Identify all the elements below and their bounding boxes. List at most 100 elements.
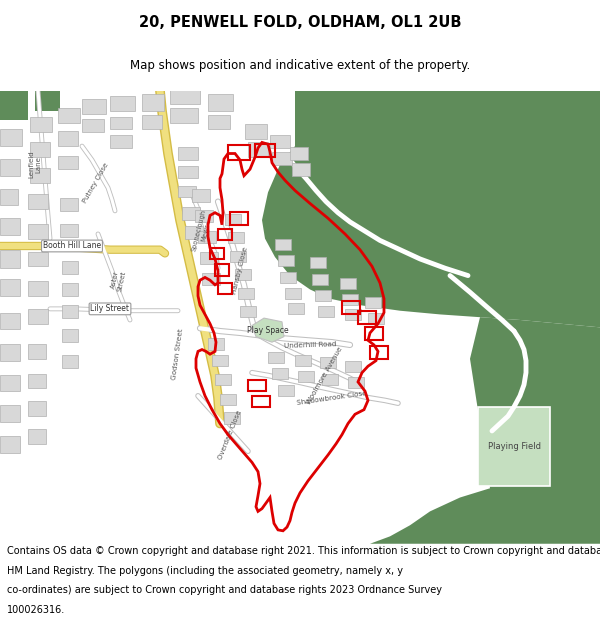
Bar: [28, 401, 46, 416]
Bar: [62, 283, 78, 296]
Bar: [272, 368, 288, 379]
Text: Aster
Street: Aster Street: [109, 269, 127, 292]
Bar: [240, 306, 256, 317]
Bar: [28, 194, 48, 209]
Bar: [370, 346, 388, 359]
Text: co-ordinates) are subject to Crown copyright and database rights 2023 Ordnance S: co-ordinates) are subject to Crown copyr…: [7, 585, 442, 595]
Bar: [218, 229, 232, 241]
Bar: [170, 108, 198, 123]
Bar: [0, 436, 20, 453]
Bar: [0, 405, 20, 422]
Bar: [60, 198, 78, 211]
Polygon shape: [370, 488, 600, 544]
Bar: [365, 328, 383, 340]
Bar: [170, 90, 200, 104]
Polygon shape: [470, 317, 600, 544]
Text: HM Land Registry. The polygons (including the associated geometry, namely x, y: HM Land Registry. The polygons (includin…: [7, 566, 403, 576]
Bar: [348, 378, 364, 388]
Bar: [315, 291, 331, 301]
Bar: [62, 261, 78, 274]
Text: Shadowbrook Close: Shadowbrook Close: [296, 390, 367, 406]
Bar: [110, 96, 135, 111]
Bar: [215, 374, 231, 385]
Bar: [30, 142, 50, 158]
Bar: [248, 380, 266, 391]
Bar: [0, 279, 20, 296]
Bar: [0, 129, 22, 146]
Bar: [110, 116, 132, 129]
Bar: [30, 118, 52, 132]
Bar: [278, 385, 294, 396]
Bar: [252, 396, 270, 407]
Bar: [192, 189, 210, 202]
Bar: [245, 124, 267, 139]
Bar: [0, 344, 20, 361]
Bar: [142, 114, 162, 129]
Bar: [0, 312, 20, 329]
Text: Playing Field: Playing Field: [487, 442, 541, 451]
Polygon shape: [330, 91, 600, 192]
Bar: [58, 131, 78, 146]
Bar: [0, 374, 20, 391]
Bar: [230, 212, 248, 225]
Bar: [365, 297, 381, 308]
Polygon shape: [252, 318, 284, 342]
Bar: [320, 357, 336, 368]
Bar: [0, 159, 20, 176]
Bar: [198, 231, 216, 243]
Bar: [318, 306, 334, 317]
Bar: [218, 283, 232, 294]
Bar: [238, 288, 254, 299]
Bar: [82, 119, 104, 132]
Text: 100026316.: 100026316.: [7, 605, 65, 615]
Bar: [275, 239, 291, 249]
Bar: [270, 135, 290, 148]
Bar: [0, 249, 20, 268]
Bar: [28, 281, 48, 296]
Bar: [0, 218, 20, 235]
Bar: [342, 294, 358, 305]
Polygon shape: [430, 91, 600, 141]
Bar: [255, 144, 275, 158]
Bar: [195, 210, 213, 222]
Bar: [345, 309, 361, 320]
Bar: [28, 309, 48, 324]
Bar: [358, 311, 376, 324]
Bar: [292, 162, 310, 176]
Text: Underhill Road: Underhill Road: [284, 341, 337, 349]
Bar: [0, 189, 18, 205]
Bar: [228, 145, 250, 160]
Bar: [202, 272, 220, 285]
Bar: [345, 361, 361, 372]
Polygon shape: [478, 407, 550, 486]
Text: Lily Street: Lily Street: [91, 304, 130, 313]
Bar: [228, 232, 244, 243]
Bar: [178, 166, 198, 179]
Text: 20, PENWELL FOLD, OLDHAM, OL1 2UB: 20, PENWELL FOLD, OLDHAM, OL1 2UB: [139, 15, 461, 30]
Bar: [220, 394, 236, 405]
Bar: [280, 272, 296, 283]
Bar: [28, 251, 48, 266]
Bar: [368, 312, 384, 324]
Polygon shape: [262, 91, 600, 328]
Text: Play Space: Play Space: [247, 326, 289, 334]
Bar: [178, 147, 198, 160]
Text: Sponeclough
Mews: Sponeclough Mews: [190, 209, 214, 254]
Bar: [310, 257, 326, 268]
Bar: [322, 374, 338, 385]
Bar: [268, 352, 284, 363]
Bar: [62, 329, 78, 342]
Bar: [208, 339, 224, 349]
Bar: [342, 301, 360, 314]
Text: Overdale Close: Overdale Close: [217, 409, 242, 460]
Bar: [28, 374, 46, 388]
Text: Contains OS data © Crown copyright and database right 2021. This information is : Contains OS data © Crown copyright and d…: [7, 546, 600, 556]
Bar: [62, 355, 78, 368]
Bar: [312, 274, 328, 285]
Bar: [285, 288, 301, 299]
Bar: [278, 255, 294, 266]
Bar: [62, 305, 78, 318]
Bar: [212, 355, 228, 366]
Bar: [185, 226, 203, 239]
Bar: [110, 135, 132, 148]
